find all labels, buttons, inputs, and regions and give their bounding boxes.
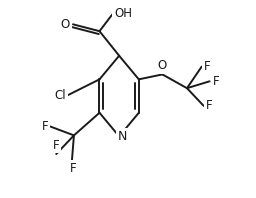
Text: F: F <box>53 139 60 152</box>
Text: O: O <box>158 59 167 72</box>
Text: OH: OH <box>114 7 132 20</box>
Text: F: F <box>206 99 212 112</box>
Text: N: N <box>118 130 127 143</box>
Text: Cl: Cl <box>55 89 66 102</box>
Text: F: F <box>42 120 48 133</box>
Text: F: F <box>212 75 219 88</box>
Text: O: O <box>61 18 70 31</box>
Text: F: F <box>204 60 210 73</box>
Text: F: F <box>70 162 76 175</box>
